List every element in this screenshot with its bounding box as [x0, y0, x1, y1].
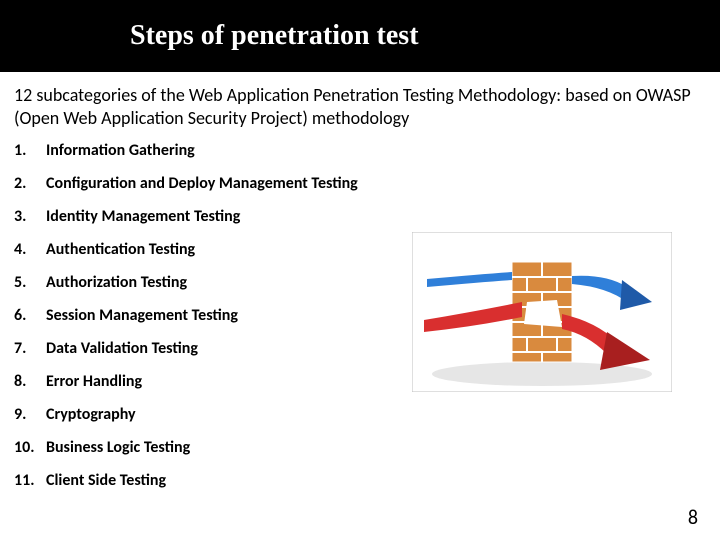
list-item: 11. Client Side Testing — [14, 471, 706, 490]
list-item-number: 1. — [14, 141, 46, 160]
list-item-label: Client Side Testing — [46, 471, 706, 490]
title-bar: Steps of penetration test — [0, 0, 720, 72]
list-item-label: Configuration and Deploy Management Test… — [46, 174, 706, 193]
list-item-number: 6. — [14, 306, 46, 325]
list-item: 2. Configuration and Deploy Management T… — [14, 174, 706, 193]
list-item-number: 11. — [14, 471, 46, 490]
list-item: 1. Information Gathering — [14, 141, 706, 160]
list-item-number: 2. — [14, 174, 46, 193]
list-item-number: 7. — [14, 339, 46, 358]
list-item-label: Information Gathering — [46, 141, 706, 160]
firewall-arrows-illustration — [412, 232, 672, 392]
list-item-number: 10. — [14, 438, 46, 457]
list-item-label: Business Logic Testing — [46, 438, 706, 457]
slide-subtitle: 12 subcategories of the Web Application … — [0, 72, 720, 139]
list-item: 10. Business Logic Testing — [14, 438, 706, 457]
list-item-number: 5. — [14, 273, 46, 292]
list-item-number: 3. — [14, 207, 46, 226]
list-item-number: 8. — [14, 372, 46, 391]
list-item-number: 9. — [14, 405, 46, 424]
page-number: 8 — [688, 506, 698, 530]
list-item-label: Cryptography — [46, 405, 706, 424]
list-item-number: 4. — [14, 240, 46, 259]
slide-title: Steps of penetration test — [130, 20, 419, 52]
list-item: 9. Cryptography — [14, 405, 706, 424]
list-item-label: Identity Management Testing — [46, 207, 706, 226]
list-item: 3. Identity Management Testing — [14, 207, 706, 226]
